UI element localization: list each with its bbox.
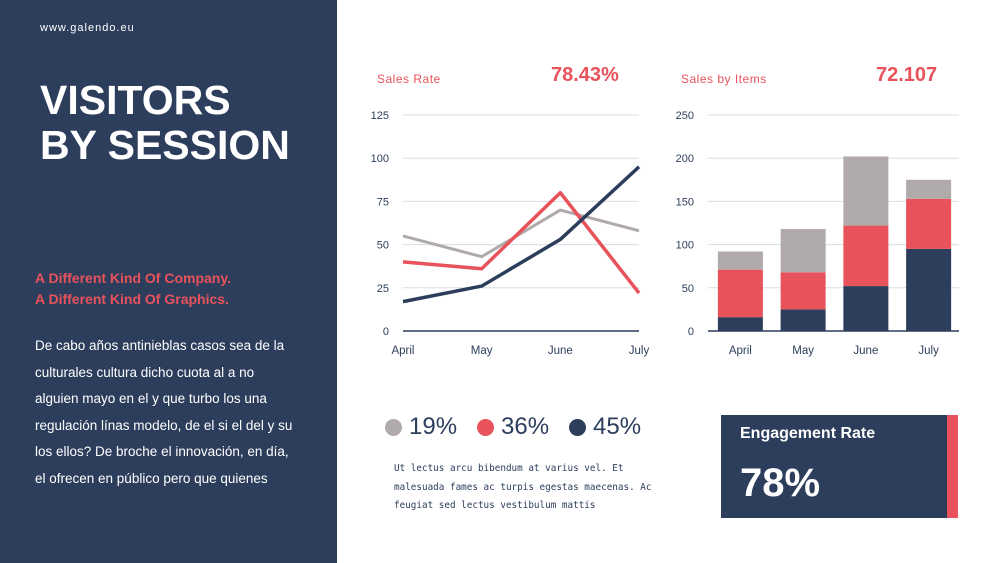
legend-dot-gray	[385, 418, 402, 436]
y-tick-label: 75	[377, 196, 389, 208]
engagement-value: 78%	[740, 461, 821, 505]
x-tick-label: April	[391, 345, 414, 357]
y-tick-label: 50	[377, 240, 389, 252]
legend-label: 19%	[409, 413, 458, 440]
bar-segment	[717, 269, 763, 318]
description-text: Ut lectus arcu bibendum at varius vel. E…	[394, 463, 652, 511]
bar-segment	[843, 156, 889, 226]
page-title: VISITORS BY SESSION	[40, 78, 330, 168]
subtitle-line-1: A Different Kind Of Company.	[35, 270, 231, 286]
engagement-label: Engagement Rate	[740, 425, 876, 442]
x-tick-label: May	[792, 345, 814, 357]
y-tick-label: 250	[676, 110, 694, 122]
legend-dot-navy	[569, 418, 586, 436]
sales-items-value: 72.107	[876, 64, 938, 86]
legend-item-2: 36%	[477, 413, 549, 441]
y-tick-label: 150	[676, 196, 694, 208]
legend-item-3: 45%	[569, 413, 641, 441]
bar-segment	[780, 309, 826, 331]
bar-segment	[843, 286, 889, 331]
x-tick-label: June	[853, 345, 878, 357]
title-line-1: VISITORS	[40, 77, 231, 123]
bar-segment	[906, 248, 952, 331]
x-tick-label: June	[548, 345, 573, 357]
y-tick-label: 0	[688, 326, 694, 338]
sales-items-bar-chart: 0 50 100 150 200 250 April May June July	[676, 110, 959, 357]
sidebar: www.galendo.eu VISITORS BY SESSION A Dif…	[0, 0, 337, 563]
series-line	[402, 165, 641, 304]
bar-segment	[780, 272, 826, 310]
subtitle: A Different Kind Of Company. A Different…	[35, 268, 325, 310]
y-tick-label: 25	[377, 283, 389, 295]
engagement-card: Engagement Rate 78%	[721, 415, 947, 518]
sales-rate-label: Sales Rate	[377, 72, 441, 86]
bar-segment	[906, 198, 952, 249]
bar-segment	[780, 229, 826, 273]
sales-items-label: Sales by Items	[681, 72, 767, 86]
y-tick-label: 0	[383, 326, 389, 338]
site-url[interactable]: www.galendo.eu	[40, 22, 135, 34]
y-tick-label: 100	[676, 240, 694, 252]
body-paragraph: De cabo años antinieblas casos sea de la…	[35, 338, 293, 486]
sales-rate-value: 78.43%	[551, 64, 619, 86]
x-tick-label: July	[629, 345, 650, 357]
bar-segment	[717, 251, 763, 270]
legend-label: 36%	[501, 413, 550, 440]
sales-rate-line-chart: 0 25 50 75 100 125 April May June July	[371, 110, 650, 357]
legend-dot-red	[477, 418, 494, 436]
x-tick-label: May	[471, 345, 493, 357]
series-line	[402, 208, 640, 259]
x-tick-label: April	[729, 345, 752, 357]
bar-segment	[906, 179, 952, 199]
y-tick-label: 100	[371, 153, 389, 165]
legend-label: 45%	[593, 413, 642, 440]
y-tick-label: 125	[371, 110, 389, 122]
y-tick-label: 50	[682, 283, 694, 295]
subtitle-line-2: A Different Kind Of Graphics.	[35, 291, 229, 307]
title-line-2: BY SESSION	[40, 122, 290, 168]
legend-item-1: 19%	[385, 413, 457, 441]
bar-segment	[717, 317, 763, 331]
series-line	[402, 191, 641, 295]
bar-segment	[843, 225, 889, 287]
engagement-accent-bar	[947, 415, 958, 518]
x-tick-label: July	[918, 345, 939, 357]
y-tick-label: 200	[676, 153, 694, 165]
